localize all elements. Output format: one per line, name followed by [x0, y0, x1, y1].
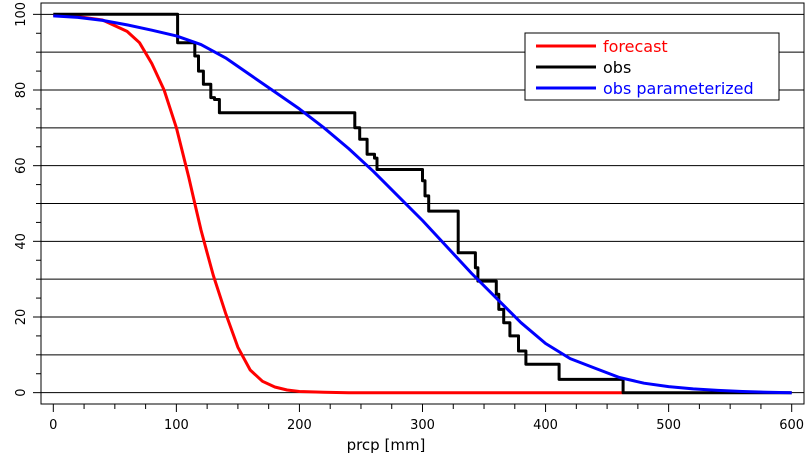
- y-tick-label-80: 80: [14, 82, 29, 99]
- series-line-forecast: [53, 13, 624, 395]
- series-layer: [53, 12, 792, 395]
- x-tick-label-400: 400: [533, 418, 558, 433]
- y-tick-label-40: 40: [14, 233, 29, 250]
- series-line-obs: [53, 12, 792, 395]
- legend-label-obs: obs: [603, 58, 631, 77]
- y-tick-label-20: 20: [14, 309, 29, 326]
- x-tick-label-0: 0: [49, 418, 57, 433]
- x-axis-title: prcp [mm]: [347, 436, 426, 454]
- x-tick-label-500: 500: [656, 418, 681, 433]
- y-tick-label-0: 0: [14, 389, 29, 397]
- x-tick-label-200: 200: [287, 418, 312, 433]
- x-tick-label-100: 100: [164, 418, 189, 433]
- legend: forecast obs obs parameterized: [524, 32, 780, 101]
- x-tick-label-300: 300: [410, 418, 435, 433]
- x-axis: 0 100 200 300 400 500 600: [49, 404, 804, 433]
- y-axis: 0 20 40 60 80 100: [14, 2, 41, 397]
- legend-label-forecast: forecast: [603, 37, 668, 56]
- series-line-obs-parameterized: [53, 14, 792, 395]
- y-tick-label-60: 60: [14, 157, 29, 174]
- y-tick-label-100: 100: [14, 2, 29, 27]
- legend-label-obs-parameterized: obs parameterized: [603, 79, 754, 98]
- x-tick-label-600: 600: [779, 418, 804, 433]
